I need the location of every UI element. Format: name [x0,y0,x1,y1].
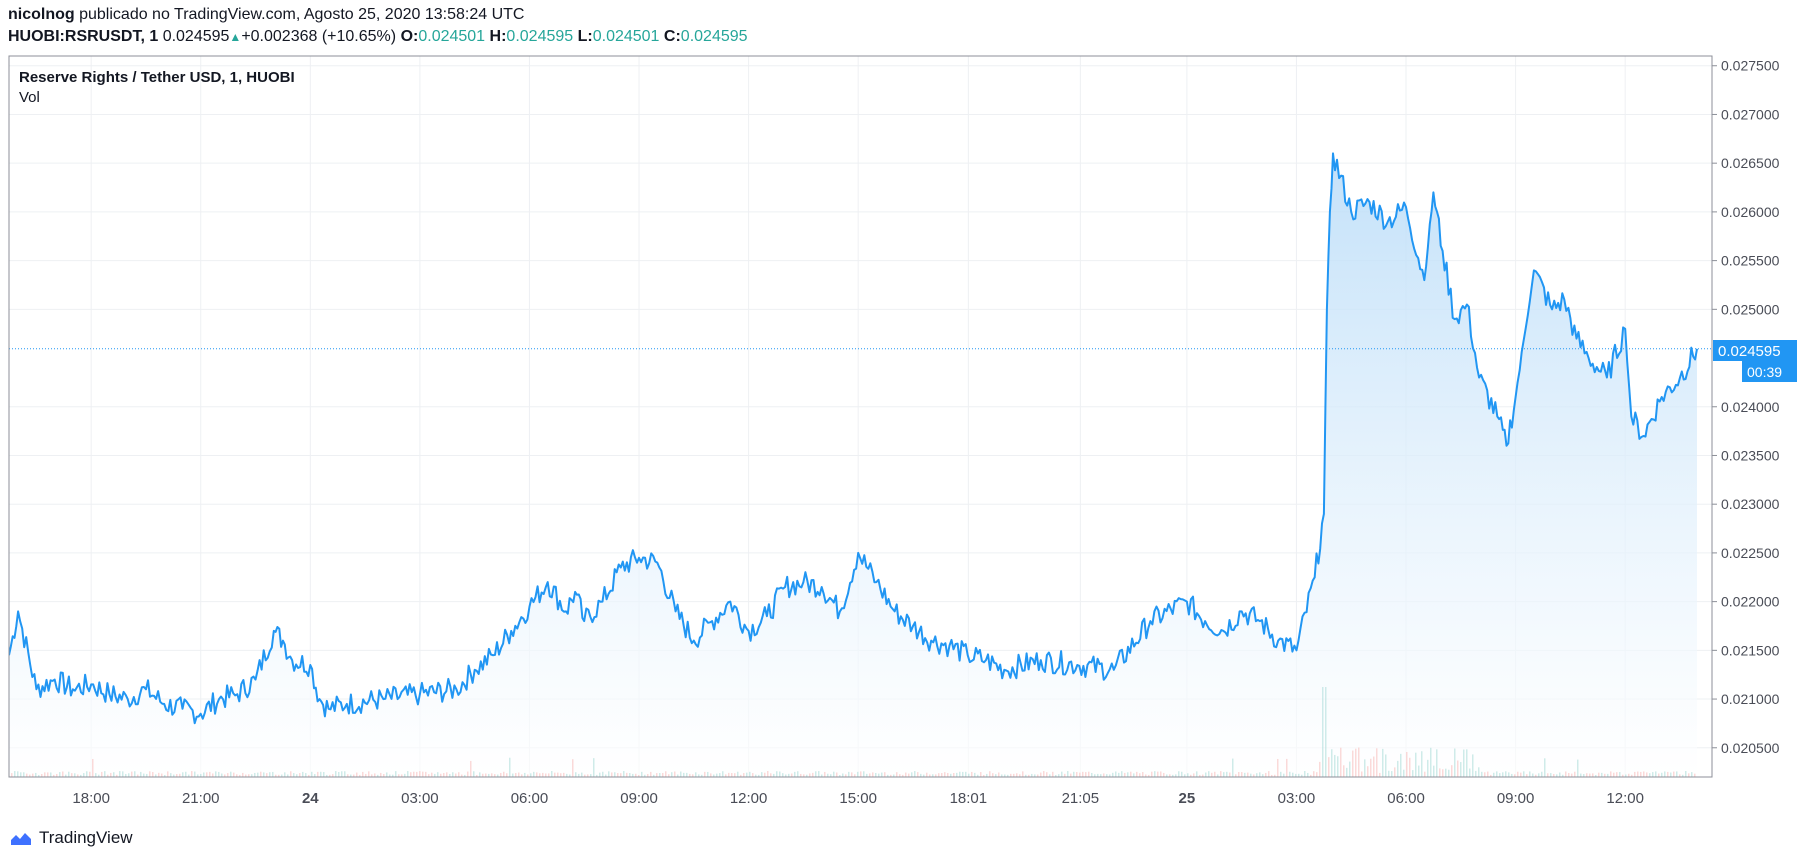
y-tick-label: 0.023000 [1721,496,1780,512]
high-value: 0.024595 [506,28,574,45]
price-line [9,152,1698,725]
x-tick-label: 12:00 [1606,790,1644,807]
y-tick-label: 0.021000 [1721,691,1780,707]
low-value: 0.024501 [592,28,660,45]
tradingview-logo[interactable]: TradingView [8,828,133,848]
symbol-ohlc-line: HUOBI:RSRUSDT, 1 0.024595▲+0.002368 (+10… [8,28,748,46]
y-tick-label: 0.023500 [1721,447,1780,463]
x-tick-label: 21:00 [182,790,220,807]
open-label: O: [400,28,419,45]
y-tick-label: 0.025500 [1721,253,1780,269]
cloud-logo-icon [11,833,31,845]
x-tick-label: 21:05 [1062,790,1100,807]
high-label: H: [489,28,507,45]
volume-legend[interactable]: Vol [19,89,40,106]
x-tick-label: 03:00 [1278,790,1316,807]
up-arrow-icon: ▲ [229,30,242,44]
y-tick-label: 0.024000 [1721,399,1780,415]
price-area-fill [9,153,1697,777]
y-tick-label: 0.026000 [1721,204,1780,220]
close-value: 0.024595 [680,28,748,45]
price-change: +0.002368 (+10.65%) [241,28,397,45]
close-label: C: [663,28,681,45]
x-tick-label: 25 [1179,790,1196,807]
x-tick-label: 09:00 [620,790,658,807]
published-text: publicado no TradingView.com, Agosto 25,… [79,6,525,23]
x-tick-label: 24 [302,790,319,807]
y-tick-label: 0.022500 [1721,545,1780,561]
open-value: 0.024501 [418,28,486,45]
low-label: L: [577,28,593,45]
author-name[interactable]: nicolnog [8,6,75,23]
y-tick-label: 0.027000 [1721,106,1780,122]
y-tick-label: 0.027500 [1721,58,1780,74]
publish-info: nicolnog publicado no TradingView.com, A… [8,6,524,24]
price-axis[interactable]: 0.027500 0.027000 0.026500 0.026000 0.025500… [1712,58,1780,756]
x-tick-label: 03:00 [401,790,439,807]
countdown-timer: 00:39 [1747,364,1782,380]
last-price: 0.024595 [162,28,230,45]
x-tick-label: 15:00 [839,790,877,807]
brand-name: TradingView [39,828,133,847]
y-tick-label: 0.021500 [1721,642,1780,658]
price-tag: 0.024595 00:39 [1713,340,1797,382]
price-tag-value: 0.024595 [1718,343,1781,360]
x-tick-label: 18:00 [72,790,110,807]
x-tick-label: 09:00 [1497,790,1535,807]
x-tick-label: 06:00 [1387,790,1425,807]
x-tick-label: 18:01 [950,790,988,807]
chart-title[interactable]: Reserve Rights / Tether USD, 1, HUOBI [19,69,295,86]
time-axis[interactable]: 18:00 21:00 24 03:00 06:00 09:00 12:00 15:00 18:… [72,790,1644,807]
y-tick-label: 0.025000 [1721,301,1780,317]
x-tick-label: 06:00 [511,790,549,807]
y-tick-label: 0.020500 [1721,740,1780,756]
y-tick-label: 0.026500 [1721,155,1780,171]
symbol-label: HUOBI:RSRUSDT, 1 [8,28,159,45]
y-tick-label: 0.022000 [1721,594,1780,610]
x-tick-label: 12:00 [730,790,768,807]
